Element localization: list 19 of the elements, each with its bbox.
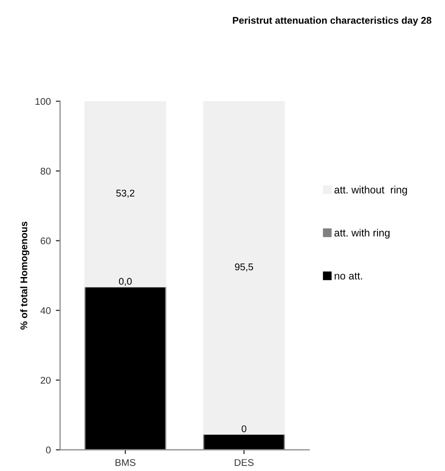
data-label: 0,0 — [118, 278, 132, 286]
y-tick-label: 20 — [40, 376, 51, 384]
legend-label: att. with ring — [334, 228, 390, 239]
y-tick-label: 60 — [40, 237, 51, 244]
legend-label: no att. — [334, 272, 362, 280]
x-tick-label: BMS — [116, 459, 136, 466]
y-tick-label: 100 — [36, 98, 51, 105]
bar — [203, 101, 285, 435]
text: Peristrut attenuation characteristics day 28 — [232, 16, 432, 26]
data-label: 0 — [242, 425, 246, 432]
data-label: 53,2 — [116, 190, 134, 198]
bar — [84, 101, 166, 288]
x-tick-label: DES — [234, 459, 254, 466]
data-label: 95,5 — [235, 263, 254, 272]
y-tick-label: 40 — [40, 307, 51, 314]
y-tick-label: 0 — [46, 446, 51, 454]
legend-label: att. without ring — [334, 186, 407, 196]
y-tick-label: 80 — [40, 168, 51, 175]
y-axis-title: % of total Homogenous — [20, 222, 30, 330]
